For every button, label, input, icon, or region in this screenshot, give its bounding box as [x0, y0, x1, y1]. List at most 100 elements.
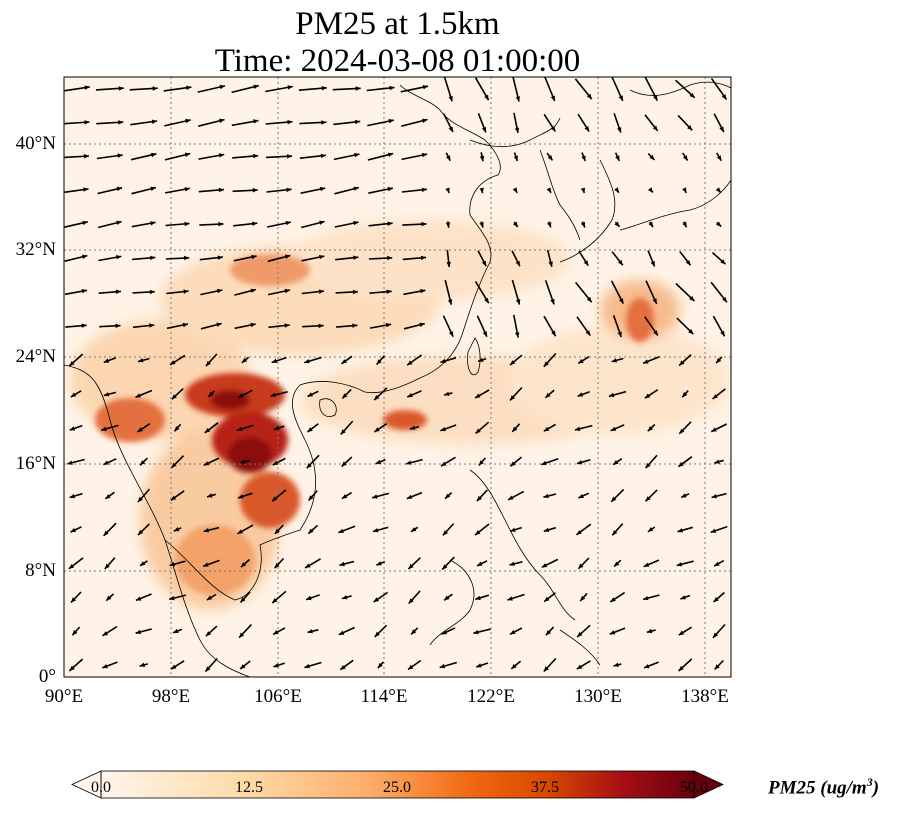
wind-arrowhead [476, 663, 482, 668]
wind-arrowhead [389, 85, 395, 91]
wind-arrowhead [273, 630, 279, 635]
wind-arrowhead [580, 187, 586, 193]
lon-tick-90e: 90°E [44, 686, 84, 707]
wind-arrowhead [408, 598, 414, 604]
wind-arrowhead [481, 260, 487, 267]
wind-arrowhead [514, 127, 520, 133]
wind-arrowhead [676, 562, 683, 567]
wind-arrowhead [551, 330, 556, 337]
wind-arrowhead [439, 663, 446, 669]
wind-arrowhead [338, 630, 345, 635]
wind-arrowhead [388, 118, 394, 124]
wind-arrowhead [617, 127, 622, 133]
wind-arrowhead [611, 358, 618, 363]
wind-arrowhead [578, 493, 584, 498]
wind-arrowhead [614, 187, 619, 193]
wind-arrowhead [318, 254, 325, 260]
wind-arrowhead [250, 288, 256, 293]
wind-arrowhead [353, 220, 359, 226]
wind-arrowhead [577, 631, 583, 637]
wind-arrowhead [135, 629, 141, 635]
wind-arrowhead [387, 255, 393, 261]
wind-arrowhead [508, 495, 514, 500]
wind-arrowhead [184, 152, 191, 157]
wind-arrowhead [185, 118, 191, 124]
wind-arrowhead [304, 359, 310, 364]
wind-arrowhead [619, 298, 624, 304]
wind-arrowhead [510, 461, 516, 467]
wind-arrowhead [689, 296, 695, 302]
wind-arrowhead [420, 289, 426, 294]
wind-arrowhead [355, 86, 361, 91]
wind-arrowhead [69, 665, 75, 671]
wind-arrowhead [304, 663, 310, 669]
wind-arrowhead [103, 530, 109, 536]
wind-arrowhead [70, 527, 76, 533]
wind-arrowhead [475, 428, 481, 434]
wind-arrowhead [103, 358, 110, 363]
wind-arrowhead [205, 666, 211, 672]
wind-arrowhead [478, 460, 484, 466]
wind-arrowhead [581, 155, 586, 161]
wind-arrowhead [679, 360, 685, 366]
wind-arrowhead [479, 155, 485, 162]
wind-arrowhead [477, 561, 483, 566]
wind-arrowhead [715, 187, 721, 193]
colorbar-tick-50: 50.0 [680, 779, 708, 796]
wind-arrowhead [445, 493, 451, 499]
wind-arrowhead [714, 664, 720, 670]
wind-arrowhead [341, 359, 347, 364]
wind-arrowhead [353, 186, 359, 191]
wind-arrowhead [510, 360, 516, 365]
wind-arrowhead [545, 630, 551, 636]
map-border [63, 76, 732, 678]
wind-arrowhead [306, 463, 312, 469]
wind-arrowhead [478, 357, 484, 362]
wind-arrowhead [580, 221, 585, 228]
wind-arrowhead [137, 427, 143, 432]
wind-arrowhead [354, 152, 360, 158]
wind-arrowhead [719, 126, 724, 132]
wind-arrowhead [408, 563, 414, 569]
wind-arrowhead [116, 186, 123, 192]
wind-arrowhead [169, 562, 176, 567]
wind-arrowhead [274, 563, 280, 569]
wind-arrowhead [678, 461, 684, 467]
wind-arrowhead [103, 460, 109, 465]
wind-arrowhead [576, 664, 583, 670]
wind-arrowhead [240, 664, 246, 669]
wind-arrowhead [307, 392, 313, 397]
wind-arrowhead [678, 630, 685, 636]
wind-arrowhead [720, 330, 725, 337]
wind-arrowhead [507, 596, 513, 601]
wind-arrowhead [217, 288, 223, 294]
wind-arrowhead [720, 259, 726, 265]
wind-arrowhead [679, 428, 685, 434]
wind-arrowhead [408, 664, 414, 670]
wind-arrowhead [182, 322, 188, 328]
wind-arrowhead [273, 425, 280, 431]
wind-arrowhead [319, 220, 325, 225]
lat-tick-16n: 16°N [15, 453, 56, 474]
wind-arrowhead [682, 221, 687, 228]
wind-arrowhead [644, 664, 650, 669]
wind-arrowhead [203, 528, 210, 533]
wind-arrowhead [721, 94, 727, 100]
wind-arrowhead [441, 630, 447, 635]
wind-arrowhead [541, 460, 547, 466]
wind-arrowhead [550, 298, 555, 305]
wind-arrowhead [171, 462, 177, 468]
wind-arrowhead [273, 663, 279, 668]
wind-arrowhead [374, 395, 380, 401]
wind-arrowhead [445, 222, 451, 228]
wind-arrowhead [411, 629, 417, 635]
lat-tick-32n: 32°N [15, 239, 56, 260]
wind-arrowhead [547, 155, 553, 161]
wind-arrowhead [653, 95, 658, 101]
lat-tick-24n: 24°N [15, 346, 56, 367]
wind-arrowhead [150, 221, 156, 226]
wind-arrowhead [152, 86, 158, 91]
wind-arrowhead [319, 186, 326, 192]
wind-arrowhead [252, 188, 258, 193]
wind-arrowhead [481, 127, 487, 133]
